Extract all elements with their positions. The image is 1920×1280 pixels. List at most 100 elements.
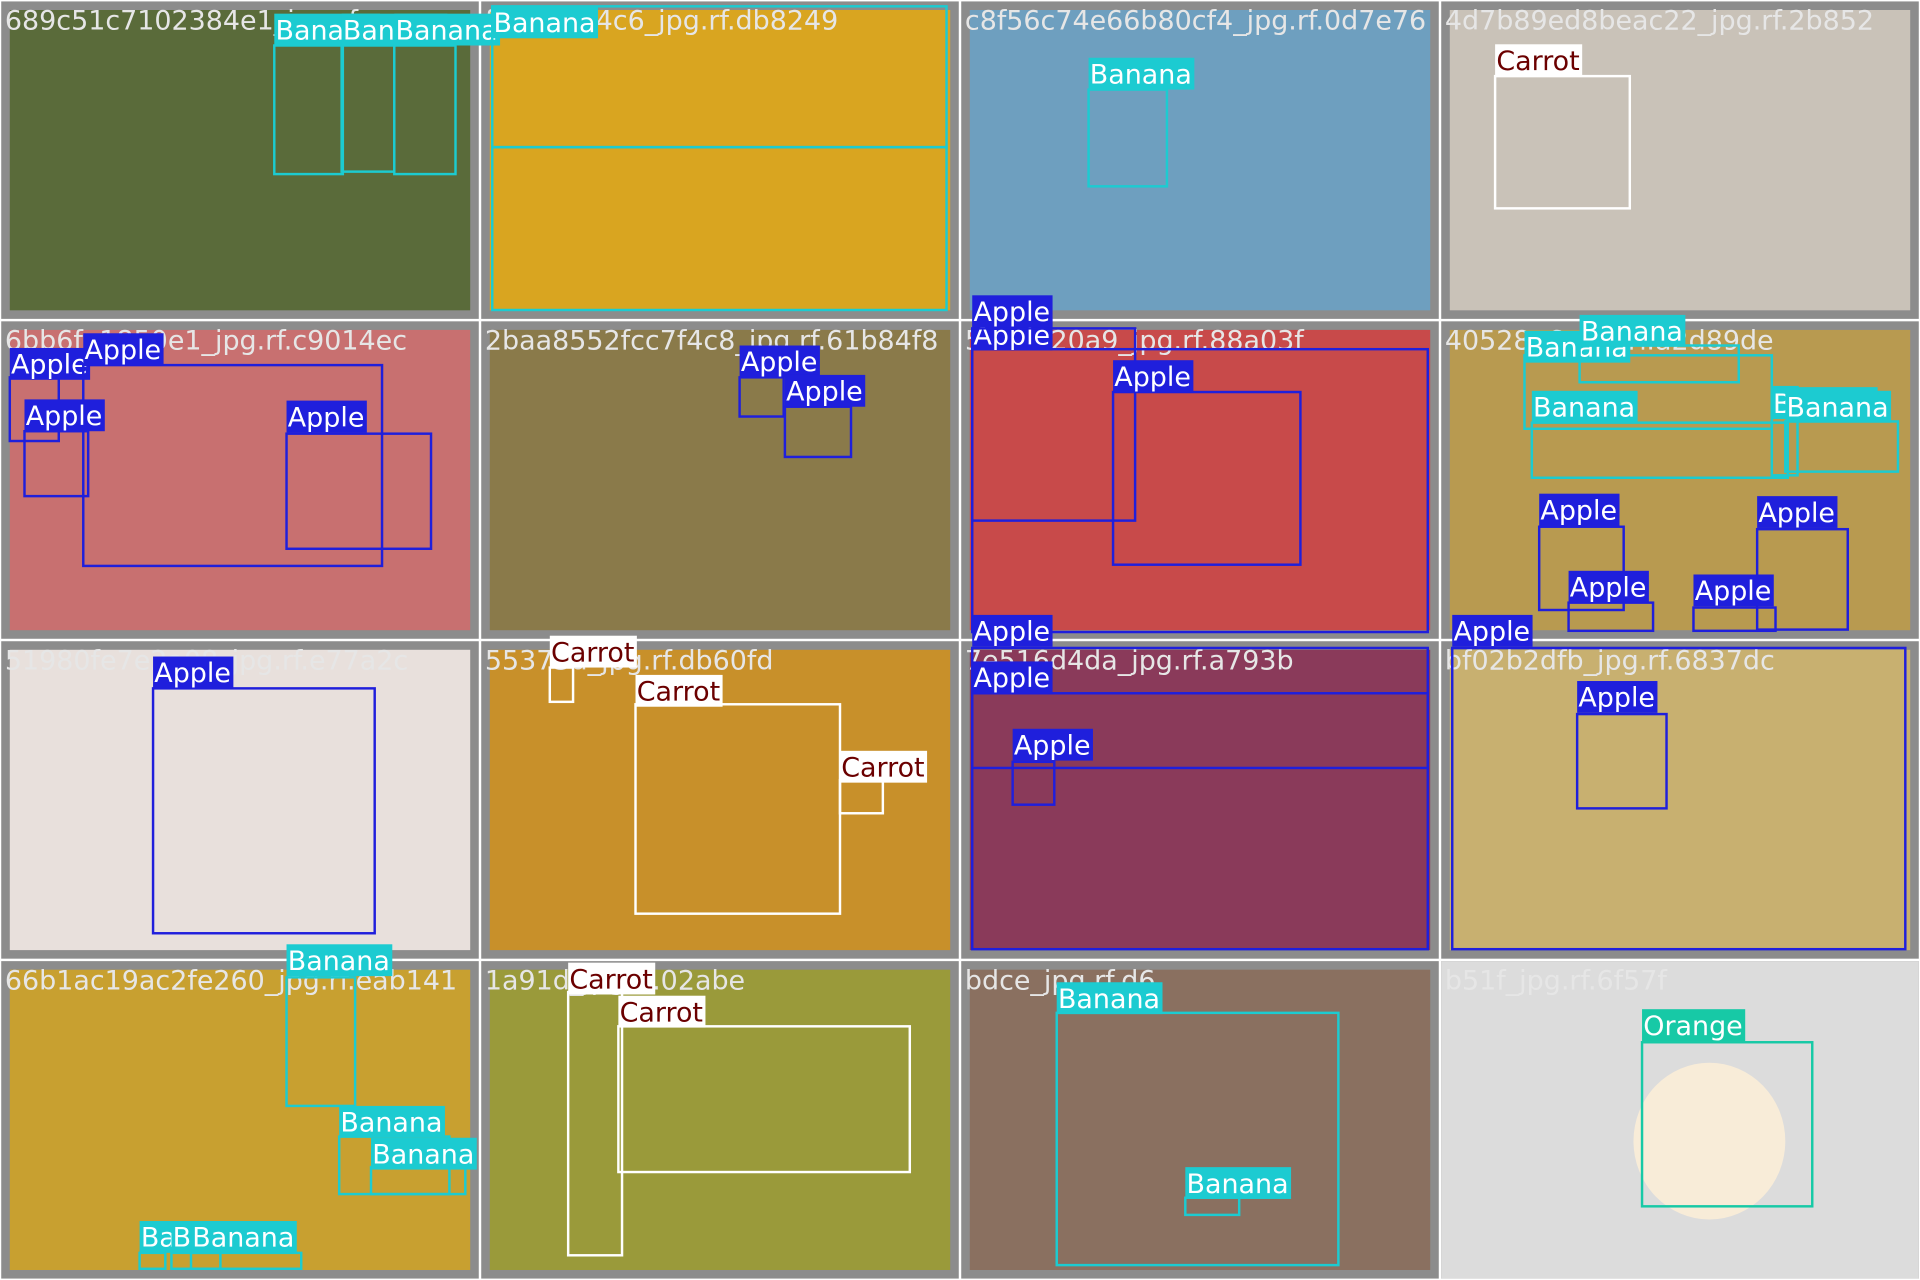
label-text: Apple: [84, 335, 161, 366]
box-label: Carrot: [568, 962, 656, 995]
label-bg: [492, 6, 599, 39]
box-label: Banana: [339, 1105, 445, 1139]
label-text: Apple: [973, 297, 1050, 328]
box-label: Apple: [24, 399, 105, 432]
box-label: Apple: [1568, 570, 1649, 604]
label-bg: [972, 661, 1053, 694]
orange-fruit: [1633, 1062, 1786, 1220]
label-text: Banana: [1533, 393, 1635, 424]
label-bg: [1579, 314, 1686, 347]
tile-image: [9, 10, 471, 311]
box-label: Apple: [972, 295, 1053, 328]
bounding-box: [971, 692, 1429, 770]
label-bg: [840, 750, 928, 783]
label-bg: [191, 1221, 297, 1253]
label-bg: [286, 944, 393, 977]
bounding-box: [1011, 760, 1056, 806]
box-label: Banana: [1088, 57, 1195, 90]
tile-image: [1449, 649, 1911, 951]
label-text: Banana: [1581, 317, 1683, 348]
box-label: Banana: [371, 1137, 477, 1170]
label-text: Apple: [1114, 362, 1191, 393]
box-label: Apple: [286, 400, 367, 433]
label-text: Banana: [1787, 393, 1889, 424]
filename: 4d7b89ed8beac22_jpg.rf.2b852: [1445, 6, 1874, 37]
label-text: Apple: [973, 617, 1050, 648]
bounding-box: [1451, 646, 1907, 951]
bounding-box: [491, 145, 948, 312]
box-label: Banana: [286, 944, 393, 977]
bounding-box: [1575, 712, 1668, 810]
box-label: Carrot: [1495, 44, 1583, 77]
label-bg: [1495, 44, 1583, 77]
box-label: Apple: [1113, 360, 1194, 393]
tile-image: [969, 969, 1431, 1270]
label-bg: [784, 374, 866, 407]
bounding-box: [1111, 390, 1302, 566]
bounding-box: [971, 646, 1429, 951]
filename: 2baa8552fcc7f4c8_jpg.rf.61b84f8: [485, 325, 939, 356]
tile-image: [1449, 329, 1911, 631]
label-text: Apple: [1014, 730, 1091, 761]
label-text: Carrot: [569, 964, 652, 995]
box-label: Apple: [1757, 496, 1838, 529]
label-bg: [1757, 496, 1838, 528]
box-label: Banana: [1531, 390, 1638, 424]
box-label: Apple: [972, 661, 1053, 694]
label-bg: [1577, 681, 1658, 713]
bounding-box: [1692, 606, 1777, 633]
tile-image: [489, 10, 951, 311]
bounding-box: [285, 432, 433, 550]
label-text: Apple: [786, 377, 863, 408]
box-label: Apple: [972, 614, 1053, 648]
box-label: Banana: [191, 1221, 297, 1254]
filename: b51f_jpg.rf.6f57f: [1445, 965, 1668, 996]
tile-image: [489, 969, 951, 1270]
box-label: Apple: [739, 345, 820, 378]
label-text: Apple: [1453, 617, 1530, 648]
box-label: Apple: [784, 374, 866, 408]
bounding-box: [1493, 74, 1632, 210]
label-text: Apple: [741, 347, 818, 378]
bounding-box: [151, 687, 376, 935]
tile-image: [9, 329, 471, 631]
filename: c8f56c74e66b80cf4_jpg.rf.0d7e76: [965, 6, 1426, 37]
bounding-box: [1530, 421, 1789, 479]
tile-image: [489, 329, 951, 631]
label-text: Banana: [1058, 984, 1160, 1015]
tile-image: [969, 329, 1431, 631]
label-bg: [286, 400, 367, 433]
label-bg: [549, 635, 637, 668]
label-bg: [1693, 574, 1774, 607]
label-text: Carrot: [1496, 46, 1579, 77]
label-bg: [618, 995, 706, 1028]
box-label: Carrot: [549, 635, 637, 668]
label-text: Carrot: [620, 997, 703, 1028]
box-label: Banana: [1185, 1167, 1292, 1200]
label-text: Apple: [1570, 573, 1647, 604]
box-label: Banana: [1785, 390, 1892, 424]
label-bg: [371, 1137, 477, 1170]
bounding-box: [617, 1025, 912, 1174]
label-text: Banana: [396, 15, 498, 46]
label-bg: [1012, 728, 1093, 761]
box-label: Apple: [9, 347, 91, 381]
label-text: Carrot: [551, 637, 634, 668]
label-bg: [1056, 982, 1163, 1015]
label-bg: [394, 13, 501, 46]
label-bg: [1113, 360, 1194, 393]
label-text: Apple: [1540, 495, 1617, 526]
label-text: Orange: [1643, 1011, 1742, 1042]
box-label: Apple: [1693, 574, 1774, 607]
label-bg: [1531, 390, 1638, 423]
box-label: Banana: [492, 6, 599, 39]
box-label: Apple: [153, 656, 234, 689]
bounding-box: [971, 327, 1137, 522]
tile-image: [969, 649, 1431, 951]
label-text: Banana: [340, 1108, 442, 1139]
label-text: Apple: [11, 350, 88, 381]
tile-image: [9, 649, 471, 951]
bounding-box: [1537, 525, 1625, 612]
box-label: Apple: [83, 333, 164, 366]
label-bg: [83, 333, 164, 366]
